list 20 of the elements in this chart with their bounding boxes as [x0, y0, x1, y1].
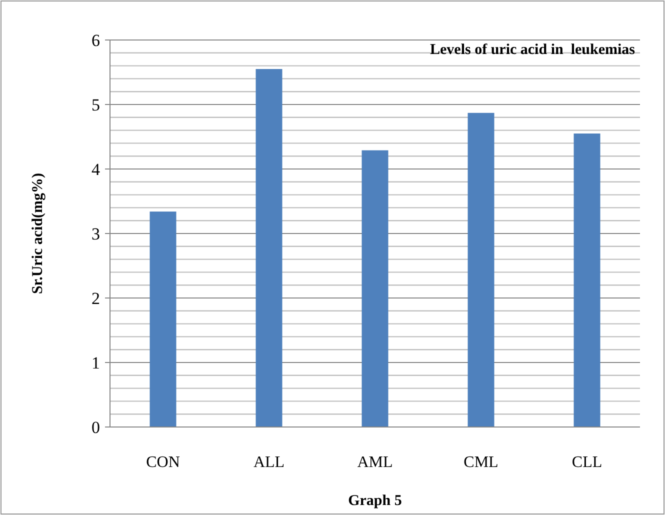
- bar: [150, 212, 176, 427]
- x-tick-label: AML: [357, 454, 393, 471]
- chart-title: Levels of uric acid in leukemias: [430, 42, 636, 58]
- y-axis-title: Sr.Uric acid(mg%): [30, 172, 46, 294]
- y-tick-label: 3: [92, 224, 100, 244]
- y-tick-label: 6: [92, 30, 100, 50]
- bar: [468, 112, 494, 427]
- x-tick-label: CON: [146, 454, 180, 471]
- x-tick-label: CML: [464, 454, 498, 471]
- bar: [362, 150, 388, 427]
- x-tick-label: ALL: [253, 454, 285, 471]
- bar: [256, 69, 282, 427]
- bar: [574, 134, 600, 427]
- y-tick-label: 5: [92, 95, 100, 114]
- y-tick-label: 0: [92, 418, 100, 437]
- y-tick-label: 1: [92, 353, 100, 372]
- x-tick-label: CLL: [572, 454, 602, 471]
- x-axis-title: Graph 5: [348, 493, 402, 509]
- y-tick-label: 4: [92, 160, 100, 179]
- y-tick-label: 2: [92, 288, 100, 308]
